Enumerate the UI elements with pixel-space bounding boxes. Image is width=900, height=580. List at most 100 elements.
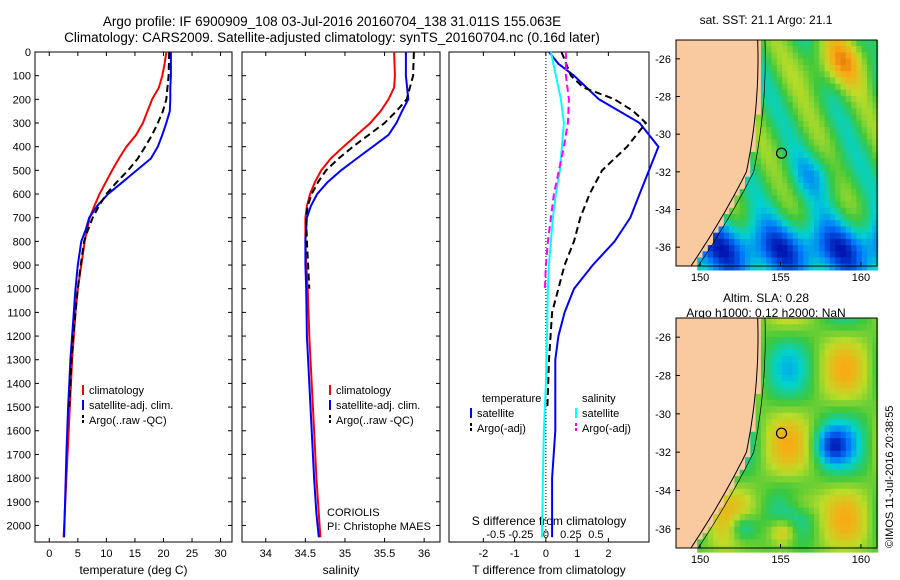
data-cell	[840, 501, 847, 509]
data-cell	[814, 176, 820, 184]
data-cell	[734, 520, 741, 528]
data-cell	[845, 89, 852, 97]
data-cell	[845, 450, 852, 458]
data-cell	[835, 127, 842, 134]
data-cell	[867, 412, 873, 420]
data-cell	[840, 393, 847, 401]
data-cell	[845, 164, 852, 172]
data-cell	[787, 343, 794, 351]
data-cell	[771, 406, 778, 414]
data-cell	[824, 539, 831, 547]
y-tick-label: 500	[13, 165, 31, 177]
data-cell	[792, 220, 799, 227]
data-cell	[760, 425, 767, 433]
data-cell	[766, 77, 773, 85]
y-tick-label: 1000	[7, 284, 31, 296]
data-cell	[872, 476, 879, 483]
data-cell	[739, 201, 746, 209]
data-cell	[861, 495, 868, 502]
data-cell	[787, 83, 794, 91]
data-cell	[760, 337, 767, 344]
y-tick-label: -34	[655, 205, 671, 217]
data-cells	[697, 40, 879, 271]
data-cell	[824, 526, 831, 534]
data-cell	[798, 393, 804, 401]
data-cell	[851, 195, 857, 203]
data-cell	[861, 355, 868, 363]
data-cell	[856, 89, 863, 97]
data-cell	[840, 520, 847, 528]
data-cell	[856, 145, 863, 153]
data-cell	[819, 337, 826, 344]
y-tick-label: 0	[25, 47, 31, 59]
data-cell	[771, 127, 778, 134]
data-cell	[856, 40, 863, 47]
data-cell	[766, 450, 773, 458]
satellite-line	[304, 52, 410, 538]
data-cell	[798, 463, 804, 471]
data-cell	[840, 488, 847, 496]
data-cell	[782, 501, 788, 509]
data-cell	[760, 381, 767, 389]
data-cell	[798, 362, 804, 370]
data-cell	[829, 207, 836, 215]
data-cell	[776, 387, 783, 395]
data-cell	[766, 431, 773, 439]
data-cell	[787, 170, 794, 178]
data-cell	[776, 444, 783, 452]
argo-line	[305, 51, 415, 289]
x-tick-label: 150	[691, 272, 709, 284]
map-frame	[675, 39, 878, 267]
data-cell	[782, 469, 788, 477]
data-cell	[845, 368, 852, 376]
data-cell	[760, 533, 767, 540]
data-cell	[851, 526, 857, 534]
data-cell	[856, 324, 863, 332]
data-cell	[766, 526, 773, 534]
data-cell	[819, 514, 826, 521]
data-cell	[835, 381, 842, 389]
data-cell	[845, 151, 852, 159]
data-cell	[760, 501, 767, 509]
data-cell	[851, 444, 857, 452]
data-cell	[755, 207, 762, 215]
data-cell	[792, 108, 799, 116]
data-cell	[835, 337, 842, 344]
data-cell	[872, 374, 879, 382]
data-cell	[867, 245, 873, 252]
data-cell	[808, 232, 815, 240]
data-cell	[760, 257, 767, 265]
data-cell	[729, 507, 735, 515]
data-cell	[771, 102, 778, 109]
data-cell	[861, 133, 868, 140]
data-cell	[787, 330, 794, 338]
data-cell	[755, 495, 762, 502]
data-cell	[856, 545, 863, 553]
data-cell	[739, 251, 746, 259]
data-cell	[824, 64, 831, 72]
data-cell	[776, 170, 783, 178]
data-cell	[840, 514, 847, 521]
data-cell	[867, 89, 873, 97]
data-cell	[856, 318, 863, 325]
data-cell	[840, 201, 847, 209]
data-cell	[750, 488, 757, 496]
data-cell	[803, 400, 810, 408]
data-cell	[872, 71, 879, 78]
data-cell	[861, 520, 868, 528]
data-cell	[829, 263, 836, 271]
data-cell	[824, 324, 831, 332]
data-cell	[861, 77, 868, 85]
data-cell	[760, 476, 767, 483]
data-cell	[766, 220, 773, 227]
data-cell	[792, 374, 799, 382]
data-cell	[771, 164, 778, 172]
data-cell	[766, 108, 773, 116]
data-cell	[856, 330, 863, 338]
data-cell	[766, 514, 773, 521]
data-cell	[808, 514, 815, 521]
x-axis-label: temperature (deg C)	[79, 563, 187, 577]
x-tick-label: 10	[100, 548, 112, 560]
data-cell	[840, 245, 847, 252]
data-cell	[755, 127, 762, 134]
